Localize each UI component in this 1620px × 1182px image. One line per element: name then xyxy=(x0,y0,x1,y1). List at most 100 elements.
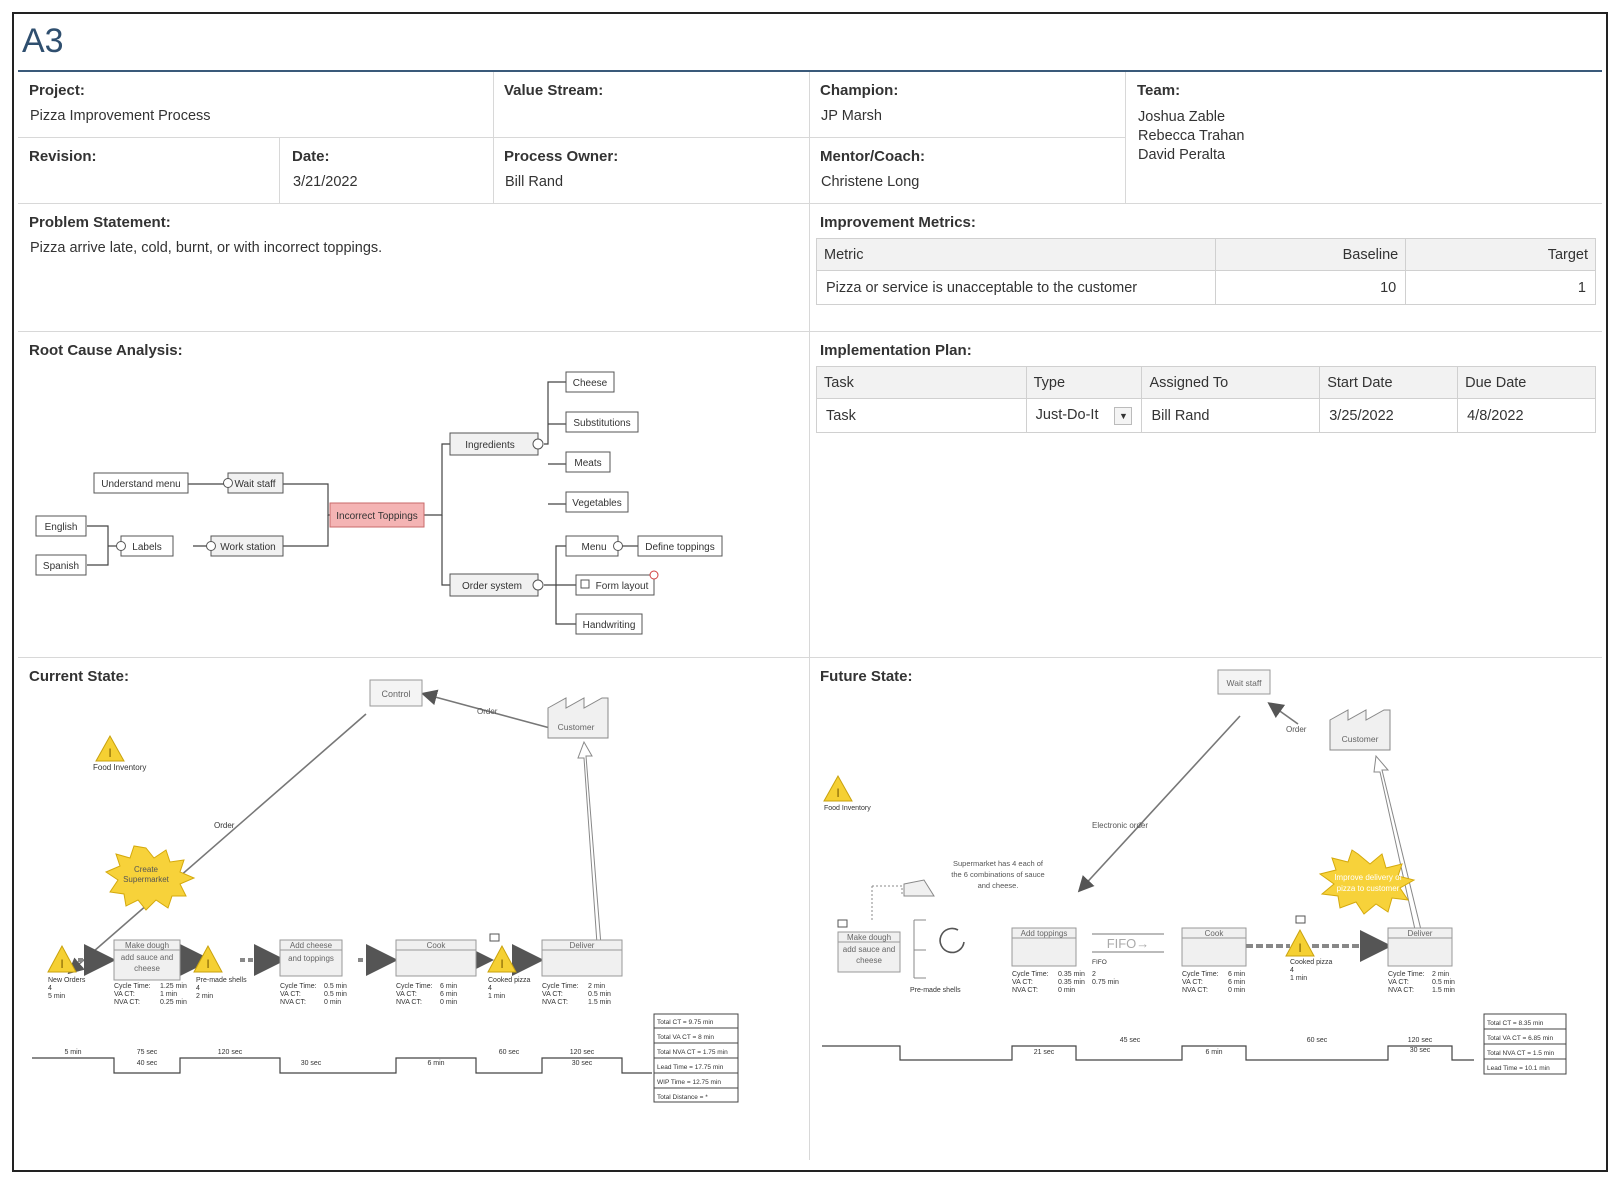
cs-process-deliver[interactable]: Deliver xyxy=(541,939,623,977)
svg-text:1.5 min: 1.5 min xyxy=(1432,987,1455,994)
fs-process-cook[interactable]: Cook xyxy=(1181,927,1247,967)
cs-process-make-dough[interactable]: Make dough add sauce and cheese xyxy=(113,939,181,981)
node-define-toppings[interactable]: Define toppings xyxy=(637,535,723,557)
plan-col-assigned: Assigned To xyxy=(1141,366,1321,399)
svg-text:6 min: 6 min xyxy=(427,1060,444,1067)
svg-text:1.25 min: 1.25 min xyxy=(160,983,187,990)
node-ingredients[interactable]: Ingredients xyxy=(449,432,544,456)
svg-text:Cycle Time:: Cycle Time: xyxy=(1012,971,1049,978)
assigned-cell[interactable]: Bill Rand xyxy=(1141,398,1321,433)
svg-text:Cooked pizza: Cooked pizza xyxy=(1290,959,1333,966)
fs-process-add-toppings[interactable]: Add toppings xyxy=(1011,927,1077,967)
due-date-cell[interactable]: 4/8/2022 xyxy=(1457,398,1596,433)
node-work-station[interactable]: Work station xyxy=(206,535,284,557)
svg-text:Wait staff: Wait staff xyxy=(234,479,275,490)
team-member: David Peralta xyxy=(1138,147,1226,163)
svg-text:1 min: 1 min xyxy=(488,993,505,1000)
svg-text:Customer: Customer xyxy=(558,722,595,732)
value-stream-cell: Value Stream: xyxy=(494,72,810,138)
svg-text:NVA CT:: NVA CT: xyxy=(396,999,422,1006)
team-label: Team: xyxy=(1137,82,1181,99)
fs-process-make-dough[interactable]: Make dough add sauce and cheese xyxy=(837,931,901,973)
metrics-col-baseline: Baseline xyxy=(1215,238,1407,271)
cs-metrics-add-cheese: Cycle Time: 0.5 min VA CT: 0.5 min NVA CT:… xyxy=(280,983,347,1006)
node-incorrect-toppings[interactable]: Incorrect Toppings xyxy=(329,502,425,528)
cs-control-box[interactable]: Control xyxy=(369,679,423,707)
future-state-cell: Future State: Wait staff Order Customer … xyxy=(810,658,1602,1160)
cs-customer-factory[interactable]: Customer xyxy=(547,697,609,739)
metrics-col-target: Target xyxy=(1405,238,1596,271)
node-menu[interactable]: Menu xyxy=(565,535,623,557)
node-labels[interactable]: Labels xyxy=(116,535,174,557)
svg-text:30 sec: 30 sec xyxy=(572,1060,593,1067)
svg-text:0.5 min: 0.5 min xyxy=(588,991,611,998)
svg-text:Cook: Cook xyxy=(1205,929,1225,938)
svg-text:Make dough: Make dough xyxy=(125,941,169,950)
node-form-layout[interactable]: Form layout xyxy=(575,570,659,596)
type-select[interactable]: ▼ Just-Do-It xyxy=(1025,398,1143,433)
form-icon xyxy=(580,579,590,589)
table-row[interactable]: Task ▼ Just-Do-It Bill Rand 3/25/2022 4/8… xyxy=(816,398,1596,433)
mentor-label: Mentor/Coach: xyxy=(820,148,925,165)
svg-text:I: I xyxy=(1298,941,1301,955)
svg-text:Cycle Time:: Cycle Time: xyxy=(280,983,317,990)
fs-metrics-add-toppings: Cycle Time: 0.35 min VA CT: 0.35 min NVA C… xyxy=(1012,971,1119,994)
svg-text:VA CT:: VA CT: xyxy=(1182,979,1203,986)
target-cell[interactable]: 1 xyxy=(1405,270,1596,305)
problem-label: Problem Statement: xyxy=(29,214,171,231)
cs-process-add-cheese[interactable]: Add cheese and toppings xyxy=(279,939,343,977)
cs-metrics-cook: Cycle Time: 6 min VA CT: 6 min NVA CT: 0 mi… xyxy=(396,983,457,1006)
svg-text:Cycle Time:: Cycle Time: xyxy=(396,983,433,990)
node-substitutions[interactable]: Substitutions xyxy=(565,411,639,433)
table-row[interactable]: Pizza or service is unacceptable to the … xyxy=(815,270,1596,305)
metrics-table: Metric Baseline Target Pizza or service … xyxy=(815,238,1596,305)
fs-customer-factory[interactable]: Customer xyxy=(1329,709,1391,751)
fs-process-deliver[interactable]: Deliver xyxy=(1387,927,1453,967)
svg-text:Create: Create xyxy=(134,865,159,874)
svg-text:Pre-made shells: Pre-made shells xyxy=(910,987,961,994)
node-wait-staff[interactable]: Wait staff xyxy=(223,472,284,494)
node-english[interactable]: English xyxy=(35,515,87,537)
svg-text:Pre-made shells: Pre-made shells xyxy=(196,977,247,984)
svg-text:VA CT:: VA CT: xyxy=(114,991,135,998)
svg-text:NVA CT:: NVA CT: xyxy=(114,999,140,1006)
chevron-down-icon[interactable]: ▼ xyxy=(1114,406,1133,425)
champion-cell: Champion: JP Marsh xyxy=(810,72,1126,138)
node-handwriting[interactable]: Handwriting xyxy=(575,613,643,635)
cs-process-cook[interactable]: Cook xyxy=(395,939,477,977)
svg-text:and toppings: and toppings xyxy=(288,954,334,963)
svg-text:Incorrect Toppings: Incorrect Toppings xyxy=(336,511,418,522)
svg-text:Ingredients: Ingredients xyxy=(465,440,514,451)
process-owner-value: Bill Rand xyxy=(505,174,564,190)
node-order-system[interactable]: Order system xyxy=(449,573,544,597)
node-spanish[interactable]: Spanish xyxy=(35,554,87,576)
svg-text:Cycle Time:: Cycle Time: xyxy=(114,983,151,990)
fs-totals-box: Total CT = 8.35 min Total VA CT = 6.85 m… xyxy=(1483,1013,1567,1075)
plan-col-due: Due Date xyxy=(1457,366,1596,399)
svg-text:Food Inventory: Food Inventory xyxy=(824,805,871,812)
node-understand-menu[interactable]: Understand menu xyxy=(93,472,189,494)
task-cell[interactable]: Task xyxy=(816,398,1027,433)
revision-label: Revision: xyxy=(29,148,97,165)
plan-cell: Implementation Plan: Task Type Assigned … xyxy=(810,332,1602,658)
champion-value: JP Marsh xyxy=(821,108,882,124)
fs-wait-staff-box[interactable]: Wait staff xyxy=(1217,669,1271,695)
fs-kaizen-burst: Improve delivery of pizza to customer xyxy=(1318,849,1416,915)
svg-text:Supermarket: Supermarket xyxy=(123,875,170,884)
baseline-cell[interactable]: 10 xyxy=(1215,270,1407,305)
project-label: Project: xyxy=(29,82,85,99)
node-vegetables[interactable]: Vegetables xyxy=(565,491,629,513)
svg-text:Cycle Time:: Cycle Time: xyxy=(1182,971,1219,978)
svg-text:Total CT = 9.75 min: Total CT = 9.75 min xyxy=(657,1019,714,1026)
future-state-vsm: Wait staff Order Customer Electronic ord… xyxy=(822,669,1567,1075)
value-stream-label: Value Stream: xyxy=(504,82,604,99)
start-date-cell[interactable]: 3/25/2022 xyxy=(1319,398,1459,433)
svg-text:I: I xyxy=(836,786,839,800)
page-title: A3 xyxy=(22,22,64,60)
svg-text:cheese: cheese xyxy=(856,956,882,965)
svg-text:I: I xyxy=(108,746,111,760)
svg-text:Add toppings: Add toppings xyxy=(1021,929,1068,938)
node-cheese[interactable]: Cheese xyxy=(565,371,615,393)
node-meats[interactable]: Meats xyxy=(565,451,611,473)
metric-cell[interactable]: Pizza or service is unacceptable to the … xyxy=(815,270,1217,305)
